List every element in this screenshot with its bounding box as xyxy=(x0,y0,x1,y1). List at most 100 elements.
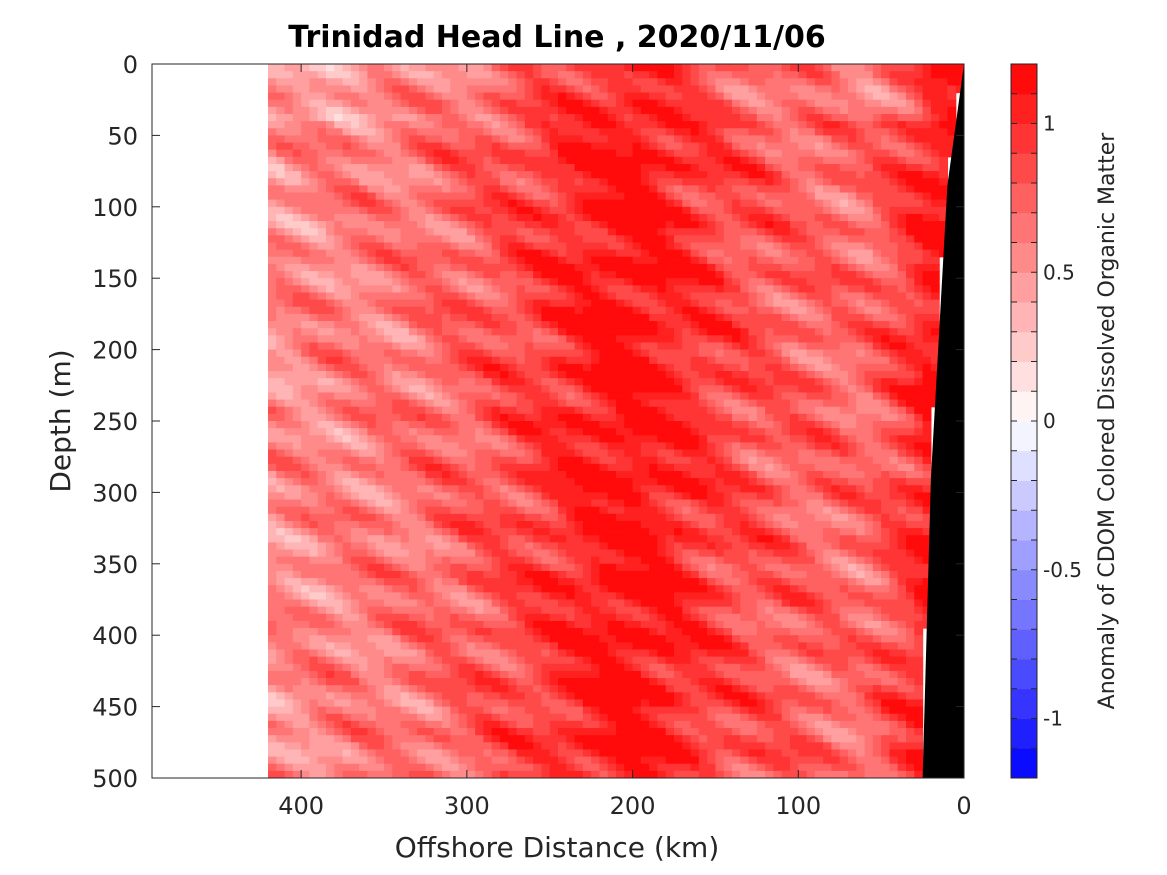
field-cell xyxy=(292,92,302,101)
field-cell xyxy=(674,428,683,436)
field-cell xyxy=(607,406,617,415)
field-cell xyxy=(334,242,344,251)
field-cell xyxy=(591,128,601,136)
field-cell xyxy=(632,742,642,751)
field-cell xyxy=(458,492,468,501)
field-cell xyxy=(309,392,319,401)
field-cell xyxy=(292,592,302,601)
field-cell xyxy=(491,399,501,408)
field-cell xyxy=(665,371,675,379)
field-cell xyxy=(524,285,534,294)
field-cell xyxy=(309,313,319,322)
field-cell xyxy=(500,113,509,122)
field-cell xyxy=(292,656,302,665)
field-cell xyxy=(384,656,393,665)
field-cell xyxy=(582,385,592,394)
field-cell xyxy=(475,363,485,372)
field-cell xyxy=(649,506,659,515)
field-cell xyxy=(433,770,443,778)
field-cell xyxy=(558,585,567,593)
field-cell xyxy=(350,199,360,208)
field-cell xyxy=(442,763,451,772)
field-cell xyxy=(326,142,335,151)
field-cell xyxy=(549,606,559,615)
field-cell xyxy=(524,449,534,458)
field-cell xyxy=(475,606,485,615)
field-cell xyxy=(359,463,369,472)
field-cell xyxy=(616,263,625,272)
field-cell xyxy=(533,520,543,529)
field-cell xyxy=(657,542,667,551)
field-cell xyxy=(292,599,302,608)
field-cell xyxy=(317,321,327,329)
field-cell xyxy=(442,406,451,415)
field-cell xyxy=(649,728,659,736)
field-cell xyxy=(350,278,360,286)
field-cell xyxy=(475,656,485,665)
field-cell xyxy=(384,99,393,108)
field-cell xyxy=(549,213,559,222)
field-cell xyxy=(674,406,683,415)
field-cell xyxy=(574,670,584,679)
field-cell xyxy=(442,185,451,194)
field-cell xyxy=(607,535,617,543)
field-cell xyxy=(359,592,369,601)
field-cell xyxy=(433,685,443,693)
field-cell xyxy=(533,356,543,365)
field-cell xyxy=(425,456,435,465)
field-cell xyxy=(359,271,369,279)
field-cell xyxy=(317,663,327,672)
field-cell xyxy=(632,442,642,451)
field-cell xyxy=(292,449,302,458)
field-cell xyxy=(508,206,518,215)
field-cell xyxy=(359,392,369,401)
field-cell xyxy=(350,349,360,358)
field-cell xyxy=(649,720,659,729)
field-cell xyxy=(665,206,675,215)
field-cell xyxy=(483,749,493,758)
field-cell xyxy=(442,742,451,751)
field-cell xyxy=(334,720,344,729)
field-cell xyxy=(400,578,410,586)
field-cell xyxy=(375,756,385,765)
field-cell xyxy=(276,78,286,87)
field-cell xyxy=(442,178,451,186)
field-cell xyxy=(508,306,518,315)
field-cell xyxy=(458,470,468,479)
field-cell xyxy=(350,206,360,215)
field-cell xyxy=(574,613,584,622)
field-cell xyxy=(425,506,435,515)
field-cell xyxy=(657,592,667,601)
field-cell xyxy=(500,435,509,444)
field-cell xyxy=(425,185,435,194)
field-cell xyxy=(607,513,617,522)
field-cell xyxy=(408,363,418,372)
field-cell xyxy=(533,64,543,72)
field-cell xyxy=(433,192,443,201)
field-cell xyxy=(326,378,335,386)
field-cell xyxy=(582,456,592,465)
field-cell xyxy=(574,456,584,465)
field-cell xyxy=(384,585,393,593)
field-cell xyxy=(541,563,551,572)
field-cell xyxy=(475,242,485,251)
field-cell xyxy=(408,99,418,108)
field-cell xyxy=(326,685,335,693)
field-cell xyxy=(425,371,435,379)
field-cell xyxy=(632,335,642,344)
field-cell xyxy=(317,692,327,701)
field-cell xyxy=(524,199,534,208)
field-cell xyxy=(582,556,592,565)
field-cell xyxy=(334,278,344,286)
field-cell xyxy=(326,392,335,401)
field-cell xyxy=(549,421,559,429)
field-cell xyxy=(599,78,609,87)
field-cell xyxy=(574,542,584,551)
field-cell xyxy=(624,463,634,472)
field-cell xyxy=(450,563,460,572)
field-cell xyxy=(574,563,584,572)
field-cell xyxy=(500,349,509,358)
field-cell xyxy=(591,513,601,522)
field-cell xyxy=(359,685,369,693)
field-cell xyxy=(616,278,625,286)
